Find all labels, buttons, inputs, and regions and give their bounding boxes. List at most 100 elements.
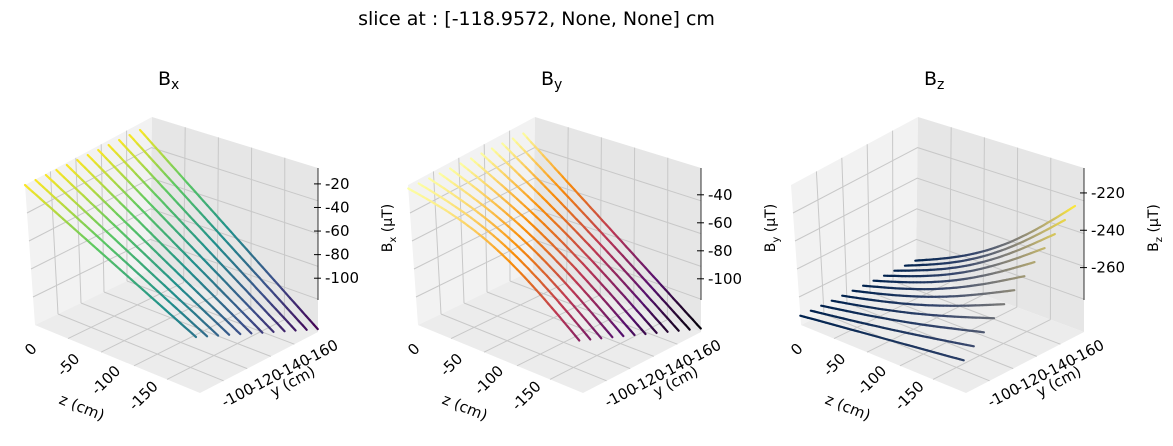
surface-2 xyxy=(407,132,702,342)
z-tick-label: -80 xyxy=(325,246,350,264)
x-tick-label: 0 xyxy=(787,340,806,359)
grid-line xyxy=(1016,147,1019,308)
surface-strip xyxy=(969,344,975,348)
surface-strip xyxy=(279,326,286,333)
left-pane xyxy=(791,117,918,325)
surface-strip xyxy=(574,334,581,342)
surface-strip xyxy=(585,333,592,341)
surface-strip xyxy=(684,324,691,331)
grid-line xyxy=(566,127,569,283)
back-pane xyxy=(916,117,1084,332)
grid-line xyxy=(450,281,567,340)
back-pane xyxy=(533,117,701,332)
grid-line xyxy=(483,294,601,353)
x-tick-label: -50 xyxy=(436,350,466,380)
surface-strip xyxy=(1050,233,1056,237)
surface-strip xyxy=(290,325,297,332)
grid-line xyxy=(166,319,285,380)
x-tick-label: -150 xyxy=(891,377,928,414)
grid-line xyxy=(80,302,248,370)
surface-1 xyxy=(23,128,319,339)
back-pane xyxy=(150,117,318,332)
surface-strip xyxy=(695,323,702,330)
grid-line xyxy=(57,313,224,382)
surface-strip xyxy=(651,327,658,334)
surface-strip xyxy=(257,327,264,334)
z-axis-label: Bx (μT) xyxy=(380,204,399,252)
grid-line xyxy=(26,147,319,214)
grid-line xyxy=(549,319,668,380)
surface-strip xyxy=(312,323,319,331)
grid-line xyxy=(413,208,702,270)
surface-strip xyxy=(618,330,625,338)
subplot-title: Bz xyxy=(924,68,944,93)
grid-line xyxy=(815,171,825,315)
grid-line xyxy=(409,147,702,214)
surface-strip xyxy=(958,358,965,362)
surface-strip xyxy=(246,328,253,335)
x-tick-label: 0 xyxy=(404,340,423,359)
z-axis-label: Bz (μT) xyxy=(1146,204,1165,252)
z-tick-label: -220 xyxy=(1091,184,1125,202)
surface-strip xyxy=(224,330,231,336)
grid-line xyxy=(841,157,848,304)
z-tick-label: -60 xyxy=(325,222,350,240)
x-tick-label: -100 xyxy=(853,362,890,399)
surface-strip xyxy=(191,332,198,339)
surface-strip xyxy=(640,328,647,336)
grid-line xyxy=(892,280,1061,345)
grid-line xyxy=(866,294,984,353)
grid-line xyxy=(126,280,295,345)
grid-line xyxy=(949,127,952,283)
surface-strip xyxy=(1060,218,1067,223)
grid-line xyxy=(28,177,319,242)
z-tick-label: -80 xyxy=(708,242,733,260)
grid-line xyxy=(458,157,465,304)
grid-line xyxy=(432,171,442,315)
z-tick-label: -240 xyxy=(1091,221,1125,239)
grid-line xyxy=(823,313,990,382)
floor-pane xyxy=(418,270,701,393)
z-tick-label: -40 xyxy=(325,198,350,216)
z-axis-label: By (μT) xyxy=(763,204,782,252)
z-tick-label: -260 xyxy=(1091,259,1125,277)
grid-line xyxy=(67,281,184,340)
subplot-title: Bx xyxy=(158,68,179,93)
grid-line xyxy=(75,157,82,304)
surface-strip xyxy=(213,330,220,337)
grid-line xyxy=(899,306,1018,367)
surface-strip xyxy=(1029,261,1036,265)
grid-line xyxy=(846,302,1014,370)
grid-line xyxy=(796,208,1085,270)
surface-strip xyxy=(596,332,603,340)
x-tick-label: -50 xyxy=(53,350,83,380)
x-tick-label: 0 xyxy=(21,340,40,359)
surface-strip xyxy=(607,331,614,339)
surface-strip xyxy=(673,325,680,332)
grid-line xyxy=(866,144,871,293)
surface-strip xyxy=(301,324,308,331)
grid-line xyxy=(932,319,1051,380)
grid-line xyxy=(103,291,271,357)
surface-strip xyxy=(235,329,242,336)
left-pane xyxy=(408,117,535,325)
grid-line xyxy=(463,302,631,370)
grid-line xyxy=(486,291,654,357)
x-tick-label: -100 xyxy=(87,362,124,399)
surface-strip xyxy=(202,331,209,338)
surface-strip xyxy=(1070,204,1077,210)
surface-strip xyxy=(662,326,669,333)
grid-line xyxy=(411,177,702,242)
grid-line xyxy=(440,313,607,382)
grid-line xyxy=(183,127,186,283)
z-tick-label: -40 xyxy=(708,186,733,204)
x-tick-label: -150 xyxy=(125,377,162,414)
surface-strip xyxy=(629,329,636,337)
floor-pane xyxy=(35,270,318,393)
grid-line xyxy=(798,238,1085,300)
grid-line xyxy=(133,306,252,367)
